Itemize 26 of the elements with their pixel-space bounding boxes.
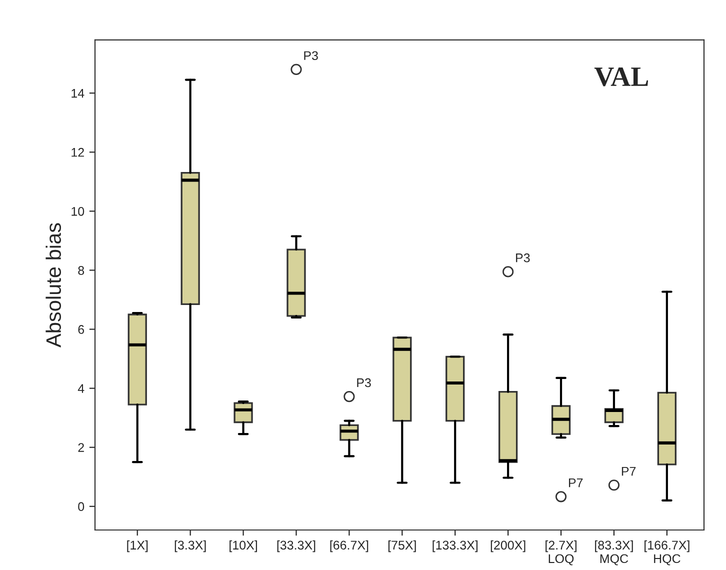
x-tick-label: [10X] bbox=[230, 540, 257, 552]
y-axis-title: Absolute bias bbox=[46, 223, 62, 348]
annotation: P7 bbox=[568, 478, 583, 488]
x-tick-label: [66.7X] bbox=[330, 540, 368, 552]
x-tick-label: [2.7X] LOQ bbox=[546, 540, 576, 566]
y-tick-label: 6 bbox=[78, 325, 84, 334]
x-tick-label: [200X] bbox=[490, 540, 526, 552]
x-tick-label: [33.3X] bbox=[277, 540, 316, 552]
annotation: P3 bbox=[516, 253, 530, 262]
y-tick-label: 12 bbox=[72, 148, 84, 157]
x-tick-label: [3.3X] bbox=[174, 540, 206, 552]
x-tick-label: [75X] bbox=[388, 540, 416, 552]
y-tick-label: 4 bbox=[78, 384, 84, 393]
annotation: P3 bbox=[304, 51, 318, 60]
y-tick-label: 10 bbox=[72, 206, 84, 216]
y-tick-label: 2 bbox=[78, 443, 84, 452]
x-tick-label: [166.7X] HQC bbox=[644, 540, 690, 566]
y-tick-label: 0 bbox=[78, 502, 84, 512]
x-tick-label: [1X] bbox=[127, 540, 148, 552]
y-tick-label: 14 bbox=[72, 89, 84, 98]
x-tick-label: [133.3X] bbox=[432, 540, 478, 552]
x-tick-label: [83.3X] MQC bbox=[595, 540, 633, 566]
annotation: P7 bbox=[622, 466, 636, 476]
annotation: P3 bbox=[357, 378, 371, 388]
annotation: VAL bbox=[594, 67, 648, 86]
y-tick-label: 8 bbox=[78, 266, 84, 275]
